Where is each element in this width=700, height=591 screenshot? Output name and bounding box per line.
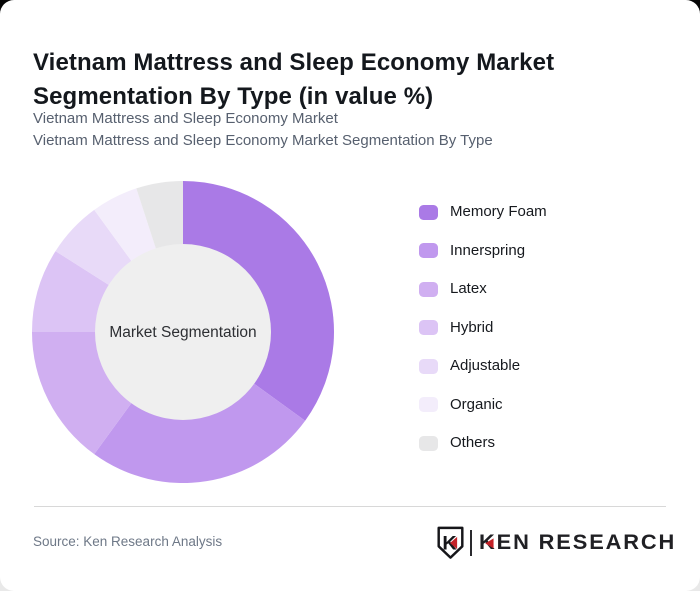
legend-label-innerspring: Innerspring — [450, 241, 526, 259]
legend-label-others: Others — [450, 434, 496, 451]
legend-swatch-memory-foam — [419, 204, 438, 220]
legend-item-latex[interactable]: Latex — [419, 281, 547, 297]
legend-item-organic[interactable]: Organic — [419, 395, 547, 413]
legend-swatch-organic — [419, 397, 438, 412]
chart-legend: Memory Foam Innerspring Latex Hybrid Adjusta… — [419, 204, 547, 451]
logo-k-red-triangle-icon — [485, 538, 494, 549]
subtitle-line-1: Vietnam Mattress and Sleep Economy Marke… — [33, 110, 338, 127]
donut-chart: Market Segmentation — [32, 181, 335, 484]
legend-item-memory-foam[interactable]: Memory Foam — [419, 204, 547, 220]
ken-research-shield-icon: K — [437, 526, 464, 559]
donut-center-label: Market Segmentation — [109, 324, 256, 341]
shield-letter: K — [443, 533, 458, 555]
logo-divider — [470, 530, 473, 556]
legend-swatch-innerspring — [419, 243, 438, 258]
legend-label-hybrid: Hybrid — [450, 318, 494, 336]
subtitle-block: Vietnam Mattress and Sleep Economy Marke… — [33, 108, 493, 151]
subtitle-line-2: Vietnam Mattress and Sleep Economy Marke… — [33, 131, 493, 149]
legend-label-latex: Latex — [450, 280, 487, 297]
legend-label-organic: Organic — [450, 395, 503, 413]
ken-research-logo: K KEN RESEARCH — [436, 525, 675, 561]
legend-label-adjustable: Adjustable — [450, 357, 521, 374]
source-text: Source: Ken Research Analysis — [33, 534, 223, 549]
legend-swatch-others — [419, 435, 438, 451]
footer-divider — [34, 506, 666, 507]
legend-swatch-latex — [419, 281, 438, 297]
legend-item-adjustable[interactable]: Adjustable — [419, 358, 547, 374]
legend-item-hybrid[interactable]: Hybrid — [419, 318, 547, 336]
legend-item-innerspring[interactable]: Innerspring — [419, 241, 547, 259]
logo-wordmark-text: KEN RESEARCH — [479, 531, 677, 554]
legend-label-memory-foam: Memory Foam — [450, 203, 547, 220]
page-title: Vietnam Mattress and Sleep Economy Marke… — [33, 49, 555, 111]
legend-swatch-adjustable — [419, 358, 438, 374]
donut-center-circle — [95, 244, 271, 420]
shield-red-triangle-icon — [450, 536, 458, 550]
legend-item-others[interactable]: Others — [419, 435, 547, 451]
logo-wordmark: KEN RESEARCH — [479, 531, 676, 555]
legend-swatch-hybrid — [419, 320, 438, 335]
